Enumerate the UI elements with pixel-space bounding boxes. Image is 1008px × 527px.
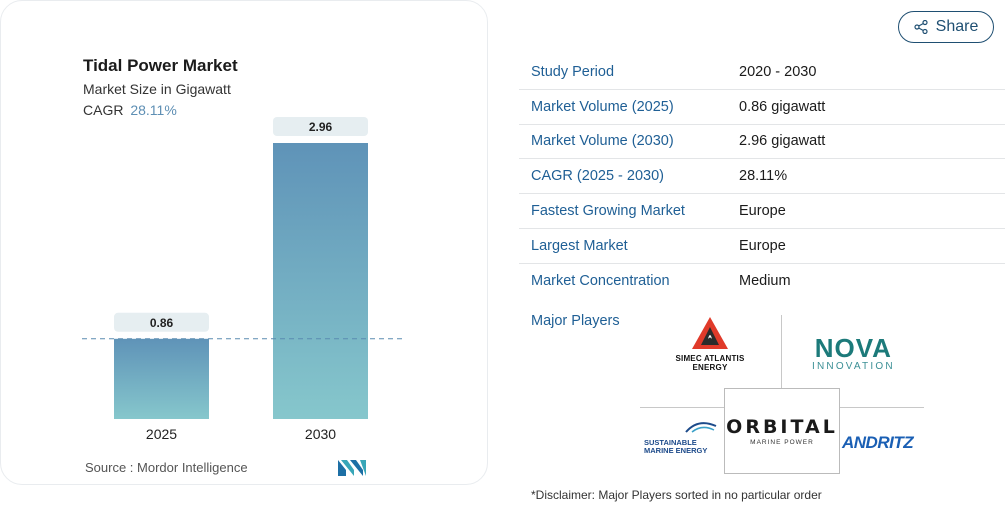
row-value: Medium	[739, 273, 791, 290]
data-label-2025: 0.86	[150, 316, 174, 330]
simec-triangle-icon	[692, 317, 728, 349]
row-value: 2.96 gigawatt	[739, 133, 826, 150]
cagr-value: 28.11%	[130, 102, 177, 118]
table-row: Market Concentration Medium	[519, 264, 1005, 299]
share-button[interactable]: Share	[898, 11, 994, 43]
row-label: Fastest Growing Market	[531, 203, 685, 220]
row-value: Europe	[739, 203, 786, 220]
data-label-2030: 2.96	[309, 120, 333, 134]
nova-innovation-logo: NOVA INNOVATION	[812, 335, 895, 372]
orbital-marine-logo: ORBITAL MARINE POWER	[724, 388, 840, 474]
row-label: Market Volume (2030)	[531, 133, 674, 150]
major-players-label: Major Players	[531, 313, 620, 329]
sustainable-name: SUSTAINABLE MARINE ENERGY	[644, 438, 708, 455]
nova-name: NOVA	[814, 333, 892, 363]
table-row: Largest Market Europe	[519, 229, 1005, 264]
row-value: 0.86 gigawatt	[739, 98, 826, 115]
x-tick-label-2030: 2030	[305, 426, 336, 442]
chart-subtitle: Market Size in Gigawatt	[83, 81, 231, 97]
table-row: Market Volume (2025) 0.86 gigawatt	[519, 90, 1005, 125]
simec-atlantis-logo: SIMEC ATLANTIS ENERGY	[660, 317, 760, 372]
table-row: CAGR (2025 - 2030) 28.11%	[519, 159, 1005, 195]
row-label: Largest Market	[531, 237, 628, 254]
row-label: Market Concentration	[531, 273, 670, 290]
major-players-grid: SIMEC ATLANTIS ENERGY NOVA INNOVATION OR…	[640, 315, 925, 475]
row-label: Market Volume (2025)	[531, 98, 674, 115]
orbital-subtitle: MARINE POWER	[750, 439, 814, 446]
divider	[640, 407, 724, 408]
row-label: Study Period	[531, 63, 615, 80]
bar-chart: 0.86 2025 2.96 2030	[82, 117, 402, 442]
bar-2030	[273, 143, 368, 419]
wave-icon	[685, 422, 717, 433]
divider	[840, 407, 924, 408]
data-label-bg	[114, 312, 209, 332]
sustainable-marine-logo: SUSTAINABLE MARINE ENERGY	[644, 420, 724, 455]
table-row: Market Volume (2030) 2.96 gigawatt	[519, 125, 1005, 160]
simec-name: SIMEC ATLANTIS ENERGY	[675, 354, 745, 372]
orbital-name: ORBITAL	[726, 416, 838, 438]
chart-title: Tidal Power Market	[83, 56, 238, 75]
data-label-bg	[273, 117, 368, 136]
x-tick-label-2025: 2025	[146, 426, 177, 442]
nova-subtitle: INNOVATION	[812, 361, 895, 372]
row-value: 28.11%	[739, 168, 788, 185]
row-value: Europe	[739, 237, 786, 254]
divider	[781, 315, 782, 388]
row-value: 2020 - 2030	[739, 63, 817, 80]
share-label: Share	[935, 18, 979, 35]
mordor-intelligence-logo	[338, 460, 366, 476]
chart-cagr: CAGR 28.11%	[83, 102, 177, 118]
bar-2025	[114, 338, 209, 419]
table-row: Fastest Growing Market Europe	[519, 194, 1005, 229]
andritz-logo: ANDRITZ	[842, 433, 914, 452]
share-icon	[914, 20, 928, 34]
cagr-label: CAGR	[83, 102, 124, 118]
disclaimer: *Disclaimer: Major Players sorted in no …	[531, 488, 822, 502]
row-label: CAGR (2025 - 2030)	[531, 168, 664, 185]
market-info-table: Study Period 2020 - 2030 Market Volume (…	[519, 55, 1005, 299]
chart-card	[0, 0, 488, 485]
chart-source: Source : Mordor Intelligence	[85, 460, 248, 475]
table-row: Study Period 2020 - 2030	[519, 55, 1005, 90]
